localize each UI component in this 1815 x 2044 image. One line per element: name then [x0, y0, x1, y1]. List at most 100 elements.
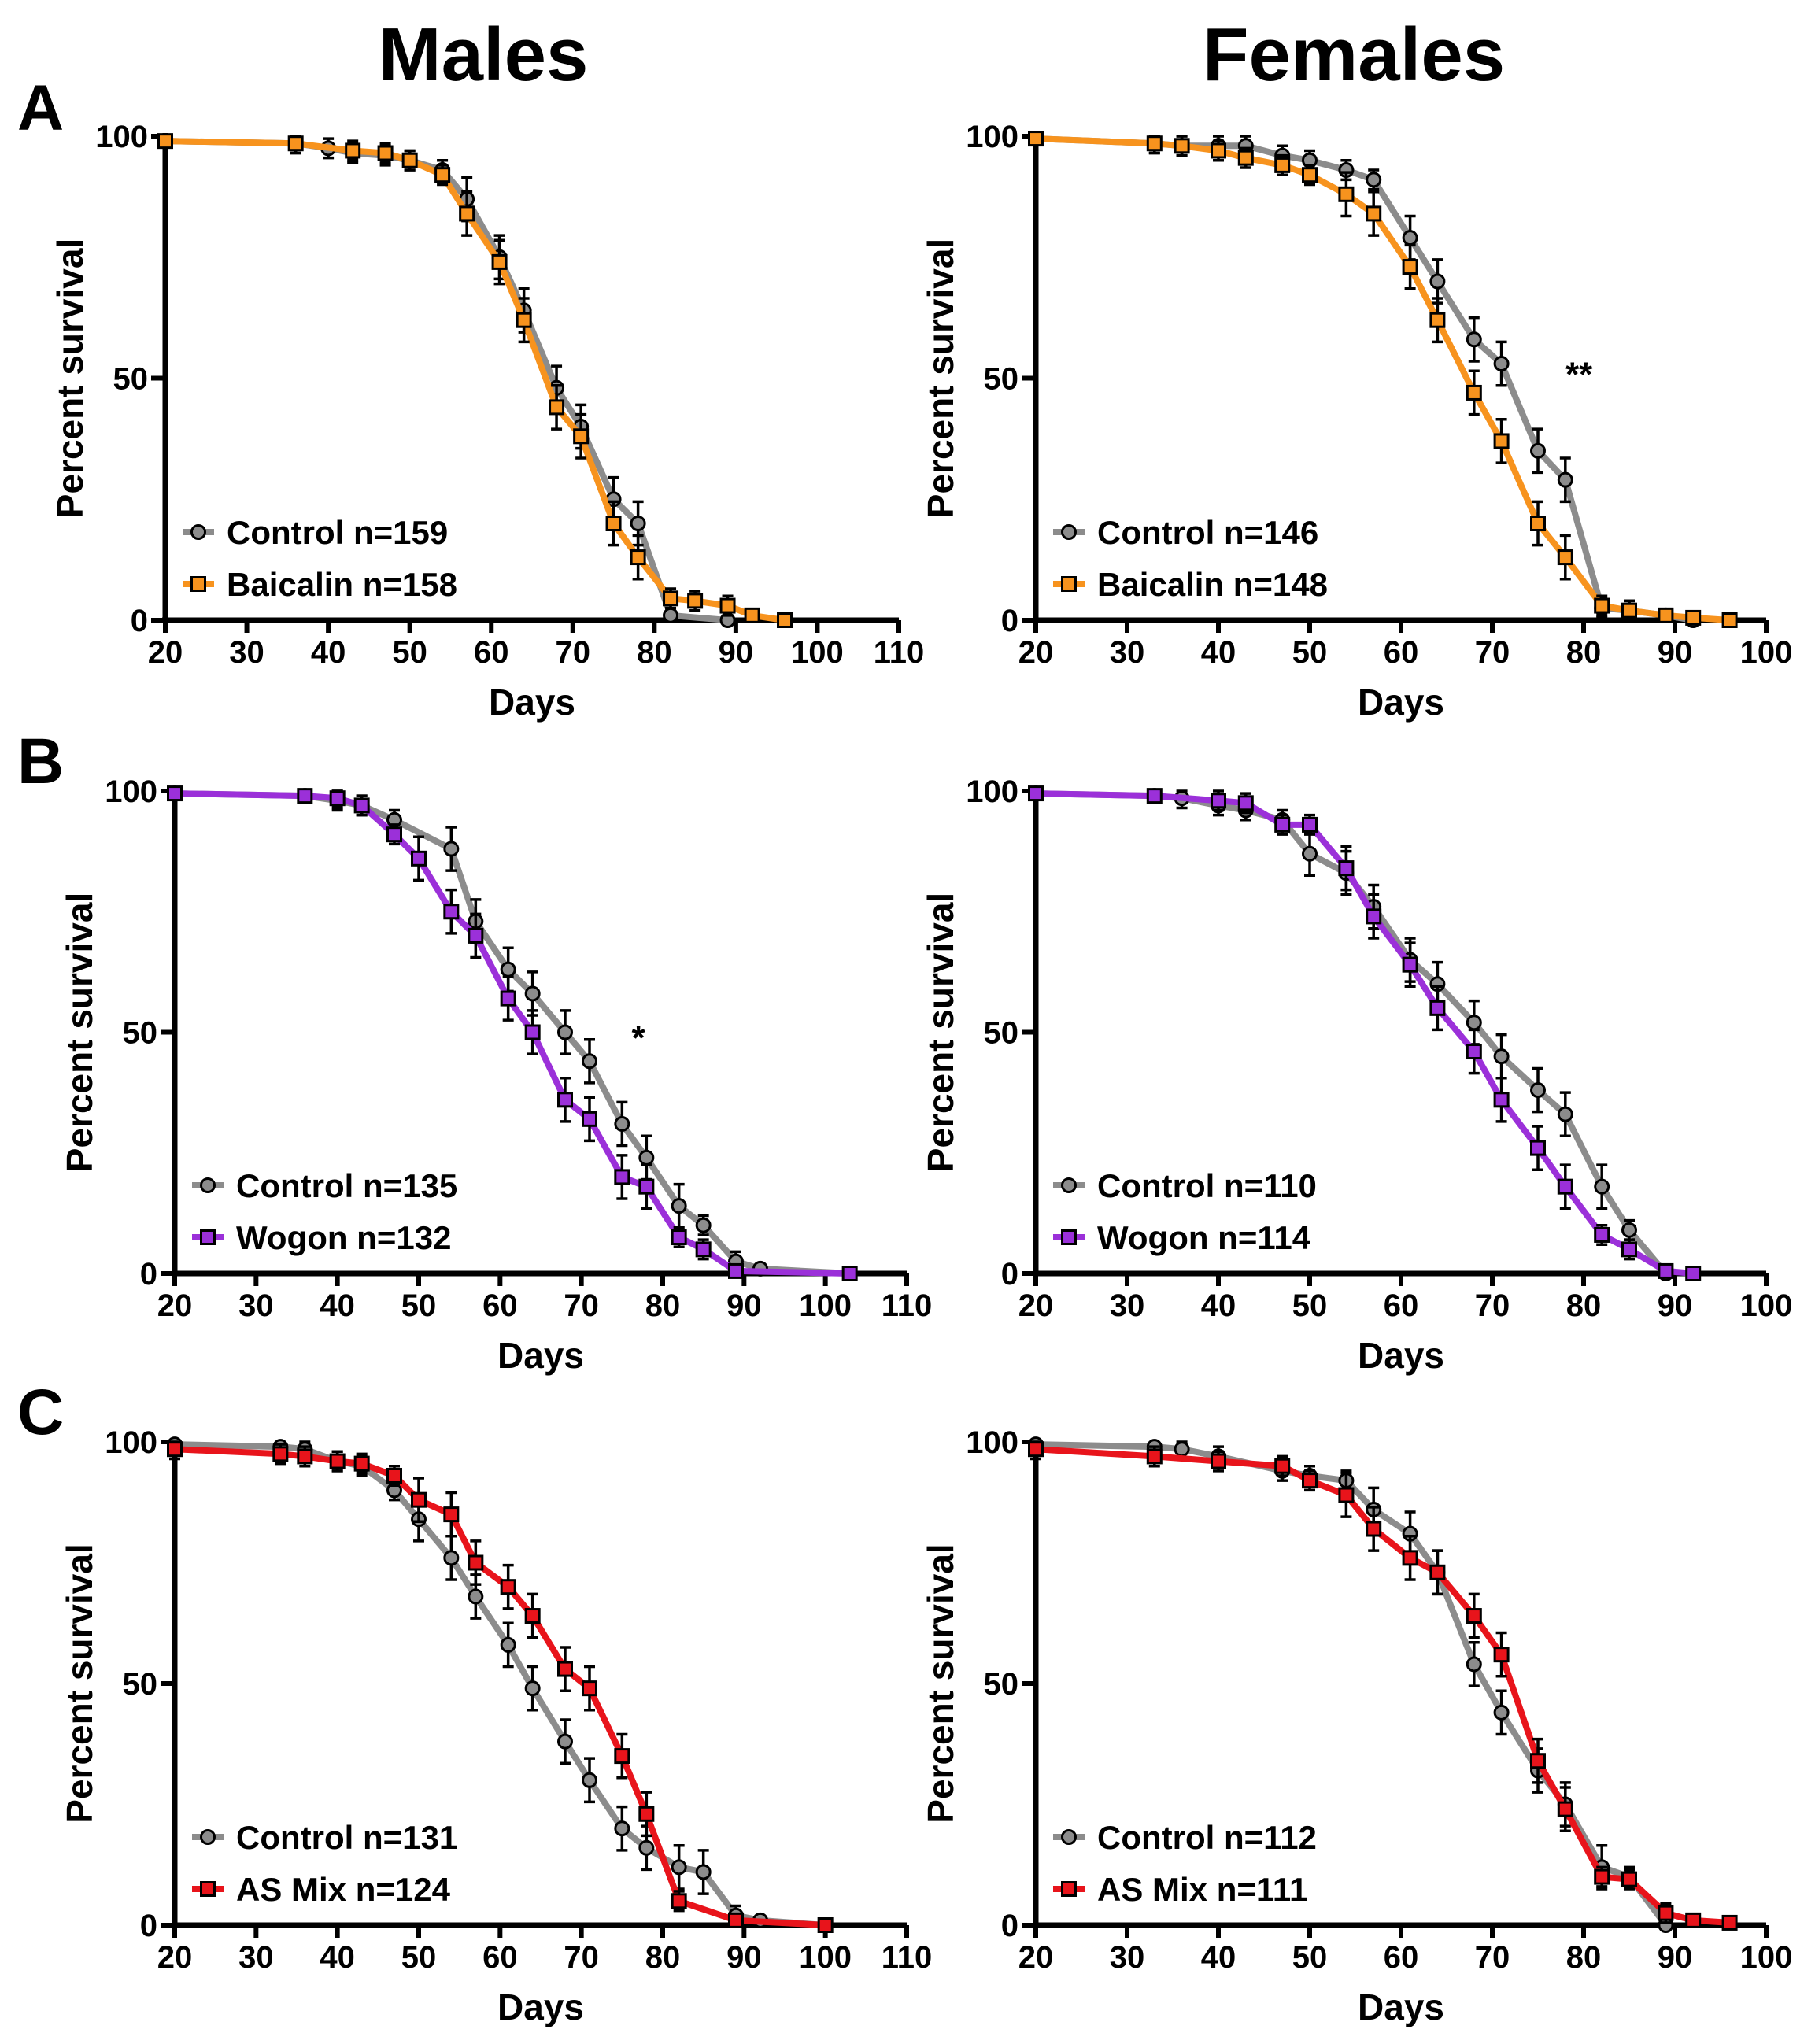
x-tick-label: 60 [482, 1940, 518, 1975]
legend-marker [200, 1881, 216, 1897]
data-point [687, 593, 704, 609]
data-point [1685, 1266, 1702, 1281]
x-tick-label: 20 [1018, 1940, 1054, 1975]
x-tick-label: 90 [719, 635, 754, 670]
data-point [671, 1893, 687, 1909]
data-point [1466, 1656, 1482, 1673]
data-point [1493, 433, 1510, 449]
x-tick-label: 90 [1658, 635, 1693, 670]
x-tick-label: 100 [1740, 635, 1793, 670]
x-tick-label: 40 [320, 1288, 355, 1323]
series-control [157, 133, 736, 628]
data-point [663, 607, 679, 623]
data-point [1302, 845, 1318, 862]
data-point [1594, 597, 1610, 614]
x-tick-label: 40 [1201, 635, 1236, 670]
data-point [549, 399, 565, 416]
legend-entry: Control n=131 [192, 1819, 457, 1856]
data-point [573, 428, 590, 445]
data-point [345, 142, 361, 159]
x-tick-label: 40 [320, 1940, 355, 1975]
data-point [1174, 1441, 1190, 1458]
legend-label: Wogon n=132 [236, 1219, 451, 1256]
y-axis-label: Percent survival [59, 893, 100, 1172]
data-point [524, 985, 541, 1002]
data-point [411, 1491, 427, 1508]
data-point [1366, 908, 1382, 925]
x-tick-label: 30 [1110, 1288, 1145, 1323]
data-point [614, 1820, 630, 1837]
data-point [1557, 1801, 1573, 1817]
x-tick-label: 70 [564, 1288, 599, 1323]
data-point [1493, 1647, 1510, 1663]
x-axis-label: Days [1358, 1987, 1444, 2027]
legend-marker [1061, 1177, 1077, 1193]
series-control [167, 785, 858, 1281]
data-point [1237, 150, 1254, 166]
y-tick-label: 0 [1001, 1257, 1018, 1292]
x-tick-label: 80 [645, 1940, 681, 1975]
x-axis-label: Days [1358, 682, 1444, 723]
x-tick-label: 30 [238, 1940, 274, 1975]
series-wogon [1028, 785, 1702, 1281]
data-point [1557, 549, 1573, 566]
x-tick-label: 30 [229, 635, 264, 670]
data-point [1493, 1092, 1510, 1108]
data-point [841, 1266, 858, 1281]
y-tick-label: 100 [95, 120, 148, 154]
y-tick-label: 100 [105, 1425, 157, 1460]
data-point [386, 826, 402, 843]
legend-label: AS Mix n=124 [236, 1871, 451, 1908]
data-point [524, 1024, 541, 1040]
y-tick-label: 50 [984, 1016, 1019, 1051]
x-tick-label: 80 [645, 1288, 681, 1323]
data-point [1402, 259, 1418, 275]
x-tick-label: 110 [882, 1940, 933, 1975]
data-point [329, 790, 346, 807]
legend-entry: Control n=159 [183, 514, 448, 551]
series-control [167, 1436, 834, 1933]
data-point [605, 516, 622, 531]
data-point [671, 1198, 687, 1214]
data-point [468, 927, 484, 944]
data-point [1211, 142, 1226, 159]
data-point [638, 1806, 655, 1822]
x-tick-label: 110 [882, 1288, 933, 1323]
legend-marker [200, 1829, 216, 1845]
data-point [377, 145, 394, 161]
data-point [728, 1912, 744, 1928]
data-point [1028, 785, 1044, 802]
data-point [1685, 1912, 1702, 1928]
data-point [524, 1680, 541, 1697]
data-point [1211, 793, 1226, 809]
data-point [1530, 1082, 1546, 1099]
y-tick-label: 50 [984, 1667, 1019, 1702]
data-point [671, 1229, 687, 1246]
x-axis-label: Days [497, 1987, 584, 2027]
y-axis-label: Percent survival [50, 238, 91, 518]
data-point [1530, 1753, 1546, 1769]
data-point [557, 1661, 573, 1677]
legend-label: Control n=146 [1097, 514, 1318, 551]
data-point [1493, 1048, 1510, 1065]
y-tick-label: 100 [105, 774, 157, 809]
data-point [1493, 356, 1510, 372]
data-point [557, 1733, 573, 1750]
legend-marker [200, 1177, 216, 1193]
y-tick-label: 50 [984, 362, 1019, 397]
y-tick-label: 0 [140, 1257, 157, 1292]
y-tick-label: 50 [123, 1667, 158, 1702]
panel-letter-a: A [17, 72, 64, 144]
data-point [1302, 167, 1318, 183]
legend-label: Control n=110 [1097, 1167, 1317, 1204]
chart-a-females: 0 50 100 20 30 40 50 60 70 80 90 100 Days Percent sur… [920, 120, 1792, 723]
data-point [1174, 138, 1190, 154]
x-tick-label: 50 [1292, 1288, 1328, 1323]
data-point [1721, 1914, 1738, 1931]
data-point [329, 1453, 346, 1469]
panel-letter-b: B [17, 726, 64, 797]
legend-label: Baicalin n=158 [227, 566, 457, 603]
y-tick-label: 0 [1001, 604, 1018, 638]
data-point [614, 1169, 630, 1185]
x-tick-label: 70 [564, 1940, 599, 1975]
